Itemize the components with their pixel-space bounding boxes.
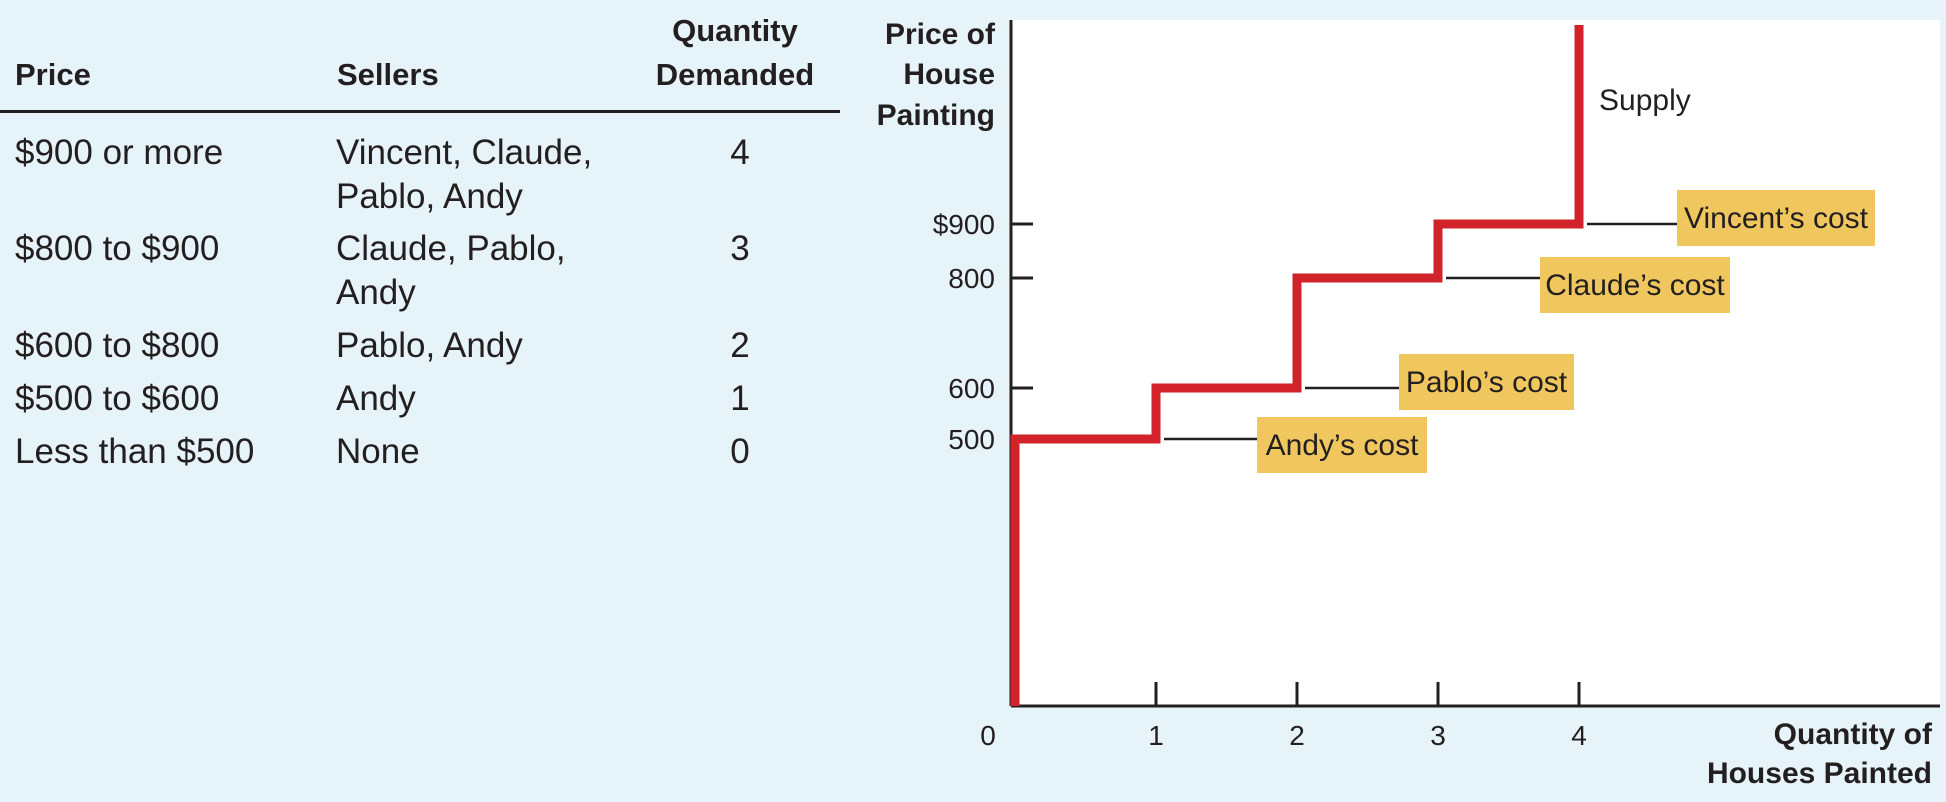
y-tick-label: 600 bbox=[948, 373, 995, 404]
row-price: Less than $500 bbox=[15, 432, 255, 471]
row-quantity: 4 bbox=[730, 133, 750, 172]
cost-label-box bbox=[1540, 257, 1730, 313]
y-axis-title-line2: House bbox=[903, 58, 995, 91]
cost-label: Vincent’s cost bbox=[1684, 202, 1869, 235]
x-tick-label: 4 bbox=[1571, 720, 1587, 751]
row-price: $500 to $600 bbox=[15, 379, 220, 418]
row-quantity: 0 bbox=[730, 432, 750, 471]
y-tick-label: $900 bbox=[933, 209, 995, 240]
column-header-price: Price bbox=[15, 57, 91, 92]
y-tick-label: 800 bbox=[948, 263, 995, 294]
cost-label: Pablo’s cost bbox=[1406, 366, 1568, 399]
row-quantity: 3 bbox=[730, 229, 750, 268]
x-axis-title-line1: Quantity of bbox=[1774, 718, 1933, 751]
row-sellers: None bbox=[336, 432, 420, 471]
row-sellers: Vincent, Claude, Pablo, Andy bbox=[336, 133, 593, 216]
row-price: $600 to $800 bbox=[15, 326, 220, 365]
column-header-quantity-line2: Demanded bbox=[655, 57, 815, 92]
column-header-quantity-line1: Quantity bbox=[672, 13, 798, 48]
column-header-quantity: Quantity Demanded bbox=[640, 9, 830, 97]
row-quantity: 1 bbox=[730, 379, 750, 418]
supply-curve bbox=[1010, 25, 1584, 706]
supply-schedule-table: Price Sellers Quantity Demanded $900 or … bbox=[0, 0, 840, 802]
cost-label-box bbox=[1399, 354, 1574, 410]
y-axis-title-line1: Price of bbox=[885, 18, 996, 51]
row-price: $800 to $900 bbox=[15, 229, 220, 268]
supply-chart-svg: Price of House Painting Quantity of Hous… bbox=[877, 18, 1940, 790]
cost-label: Andy’s cost bbox=[1266, 429, 1420, 462]
x-tick-label: 1 bbox=[1148, 720, 1164, 751]
x-tick-label: 0 bbox=[980, 720, 996, 751]
x-axis-title-line2: Houses Painted bbox=[1707, 757, 1932, 790]
cost-label: Claude’s cost bbox=[1545, 269, 1725, 302]
y-tick-label: 500 bbox=[948, 424, 995, 455]
supply-chart: Price of House Painting Quantity of Hous… bbox=[860, 0, 1946, 802]
row-sellers: Andy bbox=[336, 379, 416, 418]
row-quantity: 2 bbox=[730, 326, 750, 365]
x-tick-label: 2 bbox=[1289, 720, 1305, 751]
column-header-sellers: Sellers bbox=[337, 57, 439, 92]
supply-curve-label: Supply bbox=[1599, 84, 1691, 117]
header-rule bbox=[0, 110, 840, 113]
row-sellers: Claude, Pablo, Andy bbox=[336, 229, 566, 312]
row-price: $900 or more bbox=[15, 133, 224, 172]
y-axis-title-line3: Painting bbox=[877, 99, 995, 132]
x-tick-label: 3 bbox=[1430, 720, 1446, 751]
row-sellers: Pablo, Andy bbox=[336, 326, 523, 365]
cost-label-box bbox=[1677, 190, 1875, 246]
cost-label-box bbox=[1257, 417, 1427, 473]
